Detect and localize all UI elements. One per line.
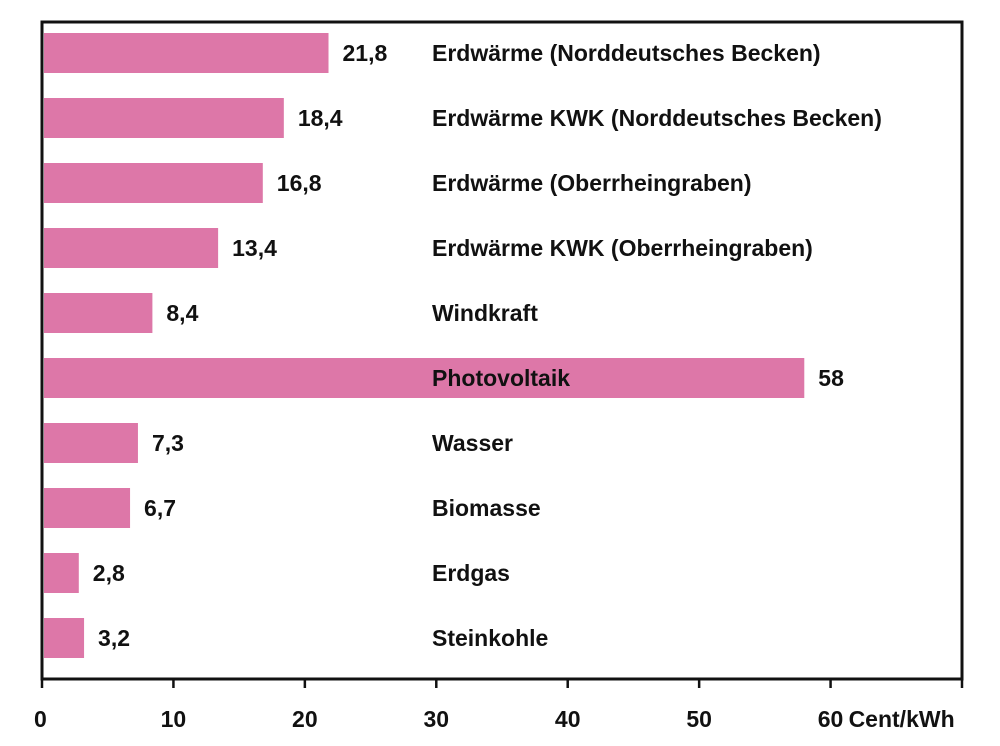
category-labels-group: Erdwärme (Norddeutsches Becken) Erdwärme … [432, 40, 882, 651]
bar-value-label: 16,8 [277, 170, 322, 196]
x-axis-tick-label: 30 [423, 706, 449, 732]
category-label: Erdgas [432, 560, 510, 586]
bar-value-label: 6,7 [144, 495, 176, 521]
bar [44, 228, 218, 268]
x-axis-tick-label: 50 [686, 706, 712, 732]
category-label: Windkraft [432, 300, 538, 326]
category-label: Steinkohle [432, 625, 548, 651]
x-axis-tick-labels-group: 0 10 20 30 40 50 60 [34, 706, 843, 732]
x-axis-tick-label: 40 [555, 706, 581, 732]
x-axis-tick-label: 0 [34, 706, 47, 732]
x-axis-tick-label: 20 [292, 706, 318, 732]
category-label: Erdwärme KWK (Oberrheingraben) [432, 235, 813, 261]
category-label: Wasser [432, 430, 513, 456]
bar [44, 358, 804, 398]
x-axis-tick-label: 60 [818, 706, 844, 732]
bar-value-label: 2,8 [93, 560, 125, 586]
bar-value-label: 3,2 [98, 625, 130, 651]
x-axis-unit-label: Cent/kWh [849, 706, 955, 732]
bar-value-label: 8,4 [166, 300, 198, 326]
bar [44, 488, 130, 528]
bar-value-label: 7,3 [152, 430, 184, 456]
bar-chart: 21,8 18,4 16,8 13,4 8,4 58 7,3 6,7 2,8 3,2 Erdwär… [0, 0, 1000, 746]
bar-value-label: 58 [818, 365, 844, 391]
category-label: Biomasse [432, 495, 541, 521]
bar [44, 618, 84, 658]
bar [44, 553, 79, 593]
category-label: Photovoltaik [432, 365, 570, 391]
bar [44, 423, 138, 463]
category-label: Erdwärme (Norddeutsches Becken) [432, 40, 821, 66]
bar-value-label: 21,8 [343, 40, 388, 66]
bar [44, 33, 329, 73]
bar [44, 163, 263, 203]
x-axis-tick-label: 10 [161, 706, 187, 732]
category-label: Erdwärme (Oberrheingraben) [432, 170, 752, 196]
bar [44, 293, 152, 333]
bar-value-label: 13,4 [232, 235, 277, 261]
bar-value-label: 18,4 [298, 105, 343, 131]
category-label: Erdwärme KWK (Norddeutsches Becken) [432, 105, 882, 131]
bar [44, 98, 284, 138]
